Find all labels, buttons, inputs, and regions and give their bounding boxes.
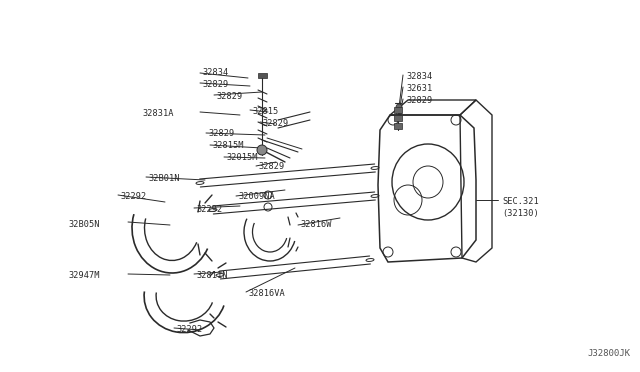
Text: 32834: 32834 bbox=[202, 68, 228, 77]
Text: 32829: 32829 bbox=[202, 80, 228, 89]
Text: 32B05N: 32B05N bbox=[68, 220, 99, 229]
Text: 32815M: 32815M bbox=[212, 141, 243, 150]
Text: 32829: 32829 bbox=[262, 119, 288, 128]
Text: 32631: 32631 bbox=[406, 84, 432, 93]
Polygon shape bbox=[394, 115, 402, 121]
Text: 32834: 32834 bbox=[406, 72, 432, 81]
Text: (32130): (32130) bbox=[502, 209, 539, 218]
Text: SEC.321: SEC.321 bbox=[502, 197, 539, 206]
Polygon shape bbox=[394, 107, 402, 113]
Polygon shape bbox=[258, 73, 267, 78]
Text: 32816VA: 32816VA bbox=[248, 289, 285, 298]
Polygon shape bbox=[394, 123, 402, 129]
Text: 32831A: 32831A bbox=[142, 109, 173, 118]
Text: 32947M: 32947M bbox=[68, 271, 99, 280]
Circle shape bbox=[396, 104, 402, 110]
Text: J32800JK: J32800JK bbox=[587, 349, 630, 358]
Text: 32015M: 32015M bbox=[226, 153, 257, 162]
Circle shape bbox=[257, 145, 267, 155]
Text: 32B01N: 32B01N bbox=[148, 174, 179, 183]
Text: 32292: 32292 bbox=[176, 325, 202, 334]
Text: 32811N: 32811N bbox=[196, 271, 227, 280]
Text: 32829: 32829 bbox=[258, 162, 284, 171]
Text: 32292: 32292 bbox=[120, 192, 147, 201]
Text: 32829: 32829 bbox=[216, 92, 243, 101]
Text: 32815: 32815 bbox=[252, 107, 278, 116]
Text: 32292: 32292 bbox=[196, 205, 222, 214]
Text: 32829: 32829 bbox=[406, 96, 432, 105]
Text: 32816W: 32816W bbox=[300, 220, 332, 229]
Text: 32829: 32829 bbox=[208, 129, 234, 138]
Text: 32009NA: 32009NA bbox=[238, 192, 275, 201]
